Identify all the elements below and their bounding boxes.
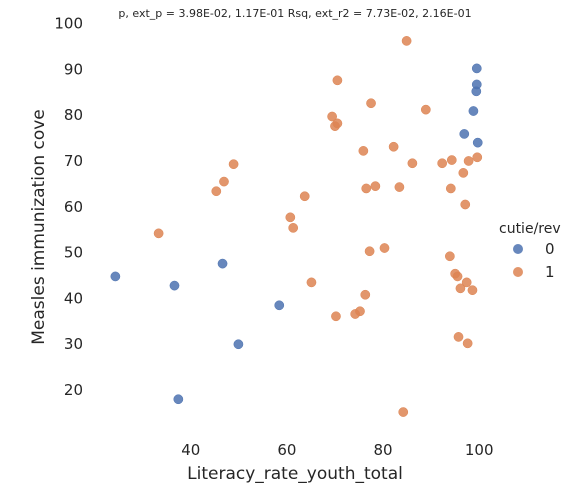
y-tick-label: 60 bbox=[64, 198, 83, 216]
y-tick-label: 20 bbox=[64, 381, 83, 399]
legend-label-1: 1 bbox=[545, 263, 555, 281]
data-point-series-1 bbox=[401, 36, 412, 46]
data-point-series-1 bbox=[366, 98, 376, 109]
y-axis-ticks: 20 30 40 50 60 70 80 90 100 bbox=[54, 15, 83, 400]
data-point-series-1 bbox=[388, 141, 399, 152]
data-point-series-1 bbox=[446, 155, 457, 165]
data-point-series-1 bbox=[358, 146, 369, 156]
data-point-series-1 bbox=[360, 289, 371, 300]
data-point-series-1 bbox=[285, 212, 296, 223]
data-point-series-0 bbox=[472, 137, 483, 148]
data-point-series-1 bbox=[332, 75, 343, 86]
x-tick-label: 100 bbox=[465, 441, 494, 459]
data-point-series-1 bbox=[462, 338, 473, 349]
x-axis-ticks: 40 60 80 100 bbox=[181, 441, 493, 459]
data-point-series-1 bbox=[472, 152, 483, 163]
data-point-series-1 bbox=[211, 186, 222, 197]
y-tick-label: 100 bbox=[54, 15, 83, 33]
data-point-series-1 bbox=[379, 243, 390, 253]
data-point-series-1 bbox=[398, 407, 409, 417]
data-point-series-1 bbox=[458, 168, 469, 178]
plot-area bbox=[110, 36, 483, 417]
data-point-series-0 bbox=[173, 394, 184, 405]
data-point-series-1 bbox=[327, 111, 337, 122]
data-point-series-1 bbox=[332, 118, 343, 129]
data-point-series-1 bbox=[219, 176, 229, 187]
data-point-series-0 bbox=[169, 280, 180, 291]
data-point-series-1 bbox=[153, 228, 164, 239]
data-point-series-0 bbox=[471, 63, 482, 74]
legend: cutie/rev 0 1 bbox=[499, 221, 561, 281]
y-tick-label: 50 bbox=[64, 244, 83, 262]
y-tick-label: 40 bbox=[64, 289, 83, 307]
data-point-series-1 bbox=[370, 181, 381, 192]
x-tick-label: 60 bbox=[277, 441, 296, 459]
data-point-series-1 bbox=[460, 199, 471, 210]
data-point-series-1 bbox=[461, 277, 472, 288]
data-point-series-1 bbox=[452, 271, 463, 282]
x-tick-label: 80 bbox=[374, 441, 393, 459]
data-point-series-1 bbox=[420, 104, 431, 115]
data-point-series-0 bbox=[471, 79, 482, 90]
data-point-series-1 bbox=[445, 251, 455, 262]
data-point-series-1 bbox=[299, 191, 310, 202]
data-point-series-1 bbox=[394, 182, 405, 192]
chart-title: p, ext_p = 3.98E-02, 1.17E-01 Rsq, ext_r… bbox=[118, 7, 471, 20]
data-point-series-0 bbox=[110, 271, 121, 282]
data-point-series-1 bbox=[361, 183, 372, 194]
data-point-series-0 bbox=[274, 300, 285, 311]
y-tick-label: 80 bbox=[64, 106, 83, 124]
legend-title: cutie/rev bbox=[499, 221, 561, 237]
data-point-series-1 bbox=[453, 332, 464, 342]
data-point-series-1 bbox=[355, 306, 365, 317]
data-point-series-0 bbox=[233, 339, 244, 350]
data-point-series-1 bbox=[228, 159, 239, 170]
data-point-series-1 bbox=[288, 223, 299, 233]
x-tick-label: 40 bbox=[181, 441, 200, 459]
data-point-series-1 bbox=[437, 158, 448, 169]
y-tick-label: 90 bbox=[64, 60, 83, 78]
data-point-series-1 bbox=[306, 277, 317, 288]
data-point-series-1 bbox=[455, 283, 466, 294]
data-point-series-1 bbox=[445, 183, 456, 194]
y-tick-label: 70 bbox=[64, 152, 83, 170]
data-point-series-1 bbox=[407, 158, 418, 169]
data-point-series-1 bbox=[467, 285, 478, 296]
legend-marker-1 bbox=[513, 267, 523, 277]
data-point-series-0 bbox=[459, 129, 470, 139]
legend-marker-0 bbox=[513, 244, 523, 254]
data-point-series-1 bbox=[463, 156, 474, 166]
data-point-series-1 bbox=[331, 311, 341, 322]
data-point-series-0 bbox=[468, 106, 479, 116]
legend-label-0: 0 bbox=[545, 240, 555, 258]
data-point-series-1 bbox=[364, 246, 375, 257]
y-axis-label: Measles immunization cove bbox=[29, 109, 49, 345]
x-axis-label: Literacy_rate_youth_total bbox=[187, 464, 403, 484]
data-point-series-0 bbox=[217, 258, 228, 269]
y-tick-label: 30 bbox=[64, 335, 83, 353]
